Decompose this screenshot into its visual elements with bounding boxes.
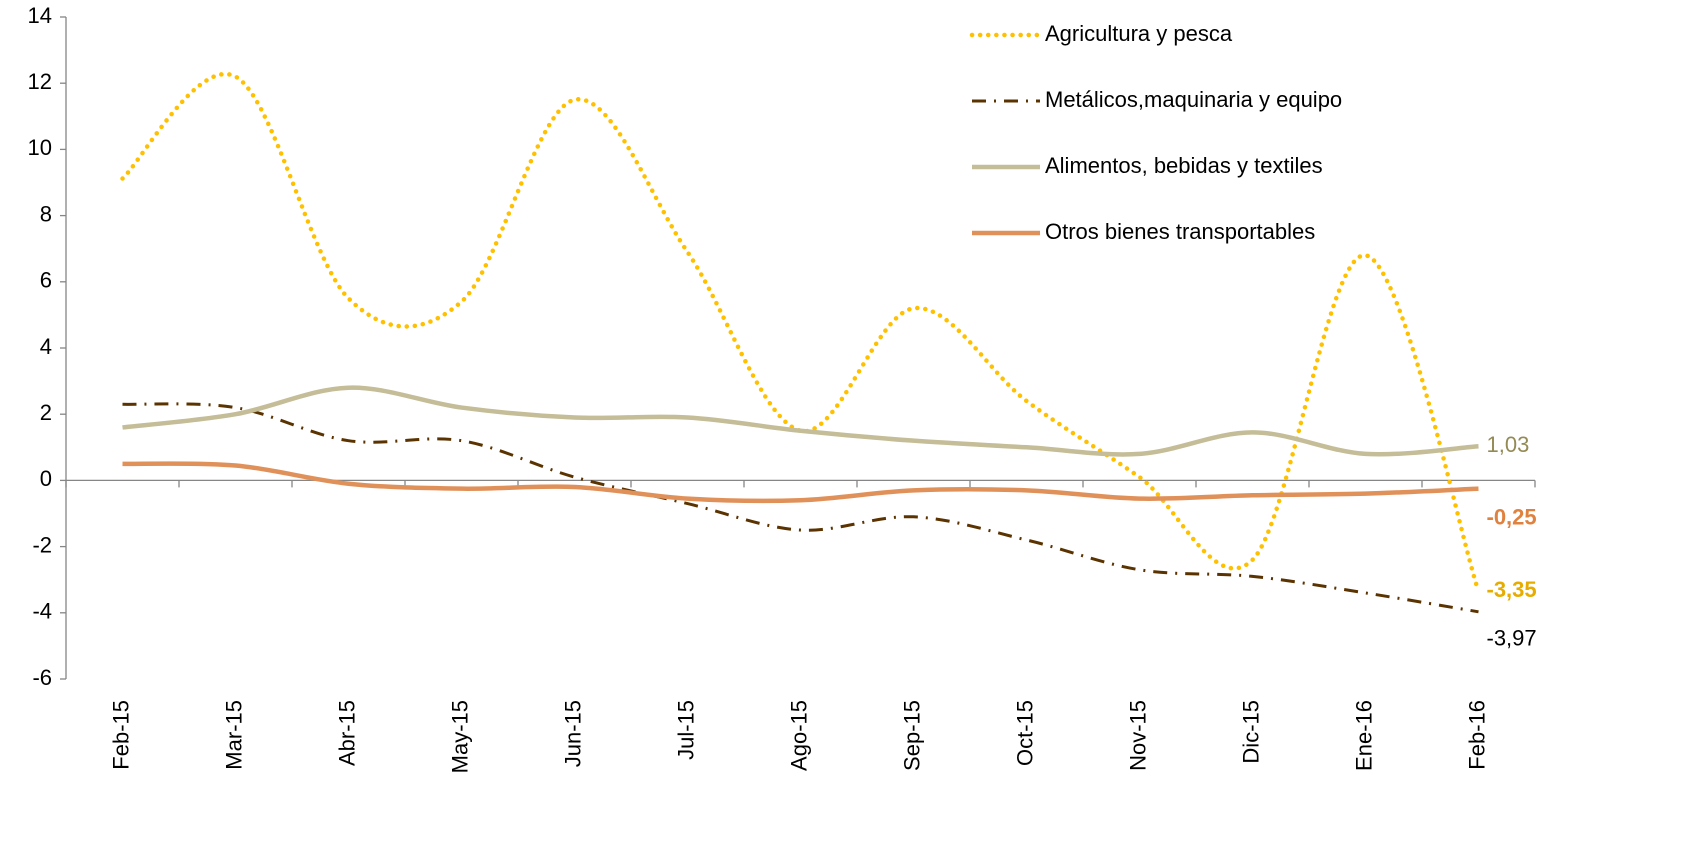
x-tick-label: Sep-15 [899, 700, 924, 771]
x-tick-label: May-15 [447, 700, 472, 773]
series-line [122, 385, 1479, 457]
series-line [122, 402, 1479, 614]
x-tick-label: Jul-15 [673, 700, 698, 760]
legend-label: Metálicos,maquinaria y equipo [1045, 87, 1342, 112]
y-tick-label: 10 [28, 135, 52, 160]
series-line [120, 71, 1481, 594]
y-tick-label: 14 [28, 3, 52, 28]
y-tick-label: 8 [40, 201, 52, 226]
x-tick-label: Ene-16 [1351, 700, 1376, 771]
x-tick-label: Jun-15 [560, 700, 585, 767]
y-tick-label: 0 [40, 466, 52, 491]
series-line [122, 461, 1479, 504]
x-tick-label: Mar-15 [221, 700, 246, 770]
data-label: -3,35 [1487, 577, 1537, 602]
y-tick-label: -4 [32, 599, 52, 624]
data-label: -3,97 [1487, 626, 1537, 651]
y-tick-label: -6 [32, 665, 52, 690]
y-tick-label: -2 [32, 532, 52, 557]
x-tick-label: Ago-15 [786, 700, 811, 771]
x-tick-label: Dic-15 [1238, 700, 1263, 764]
y-tick-label: 12 [28, 69, 52, 94]
y-tick-label: 6 [40, 268, 52, 293]
legend-label: Otros bienes transportables [1045, 219, 1315, 244]
legend-label: Agricultura y pesca [1045, 21, 1233, 46]
x-tick-label: Oct-15 [1012, 700, 1037, 766]
data-label: -0,25 [1487, 504, 1537, 529]
x-tick-label: Feb-15 [108, 700, 133, 770]
x-tick-label: Nov-15 [1125, 700, 1150, 771]
y-tick-label: 4 [40, 334, 52, 359]
x-tick-label: Abr-15 [334, 700, 359, 766]
y-tick-label: 2 [40, 400, 52, 425]
legend-label: Alimentos, bebidas y textiles [1045, 153, 1323, 178]
data-label: 1,03 [1487, 432, 1530, 457]
x-tick-label: Feb-16 [1464, 700, 1489, 770]
